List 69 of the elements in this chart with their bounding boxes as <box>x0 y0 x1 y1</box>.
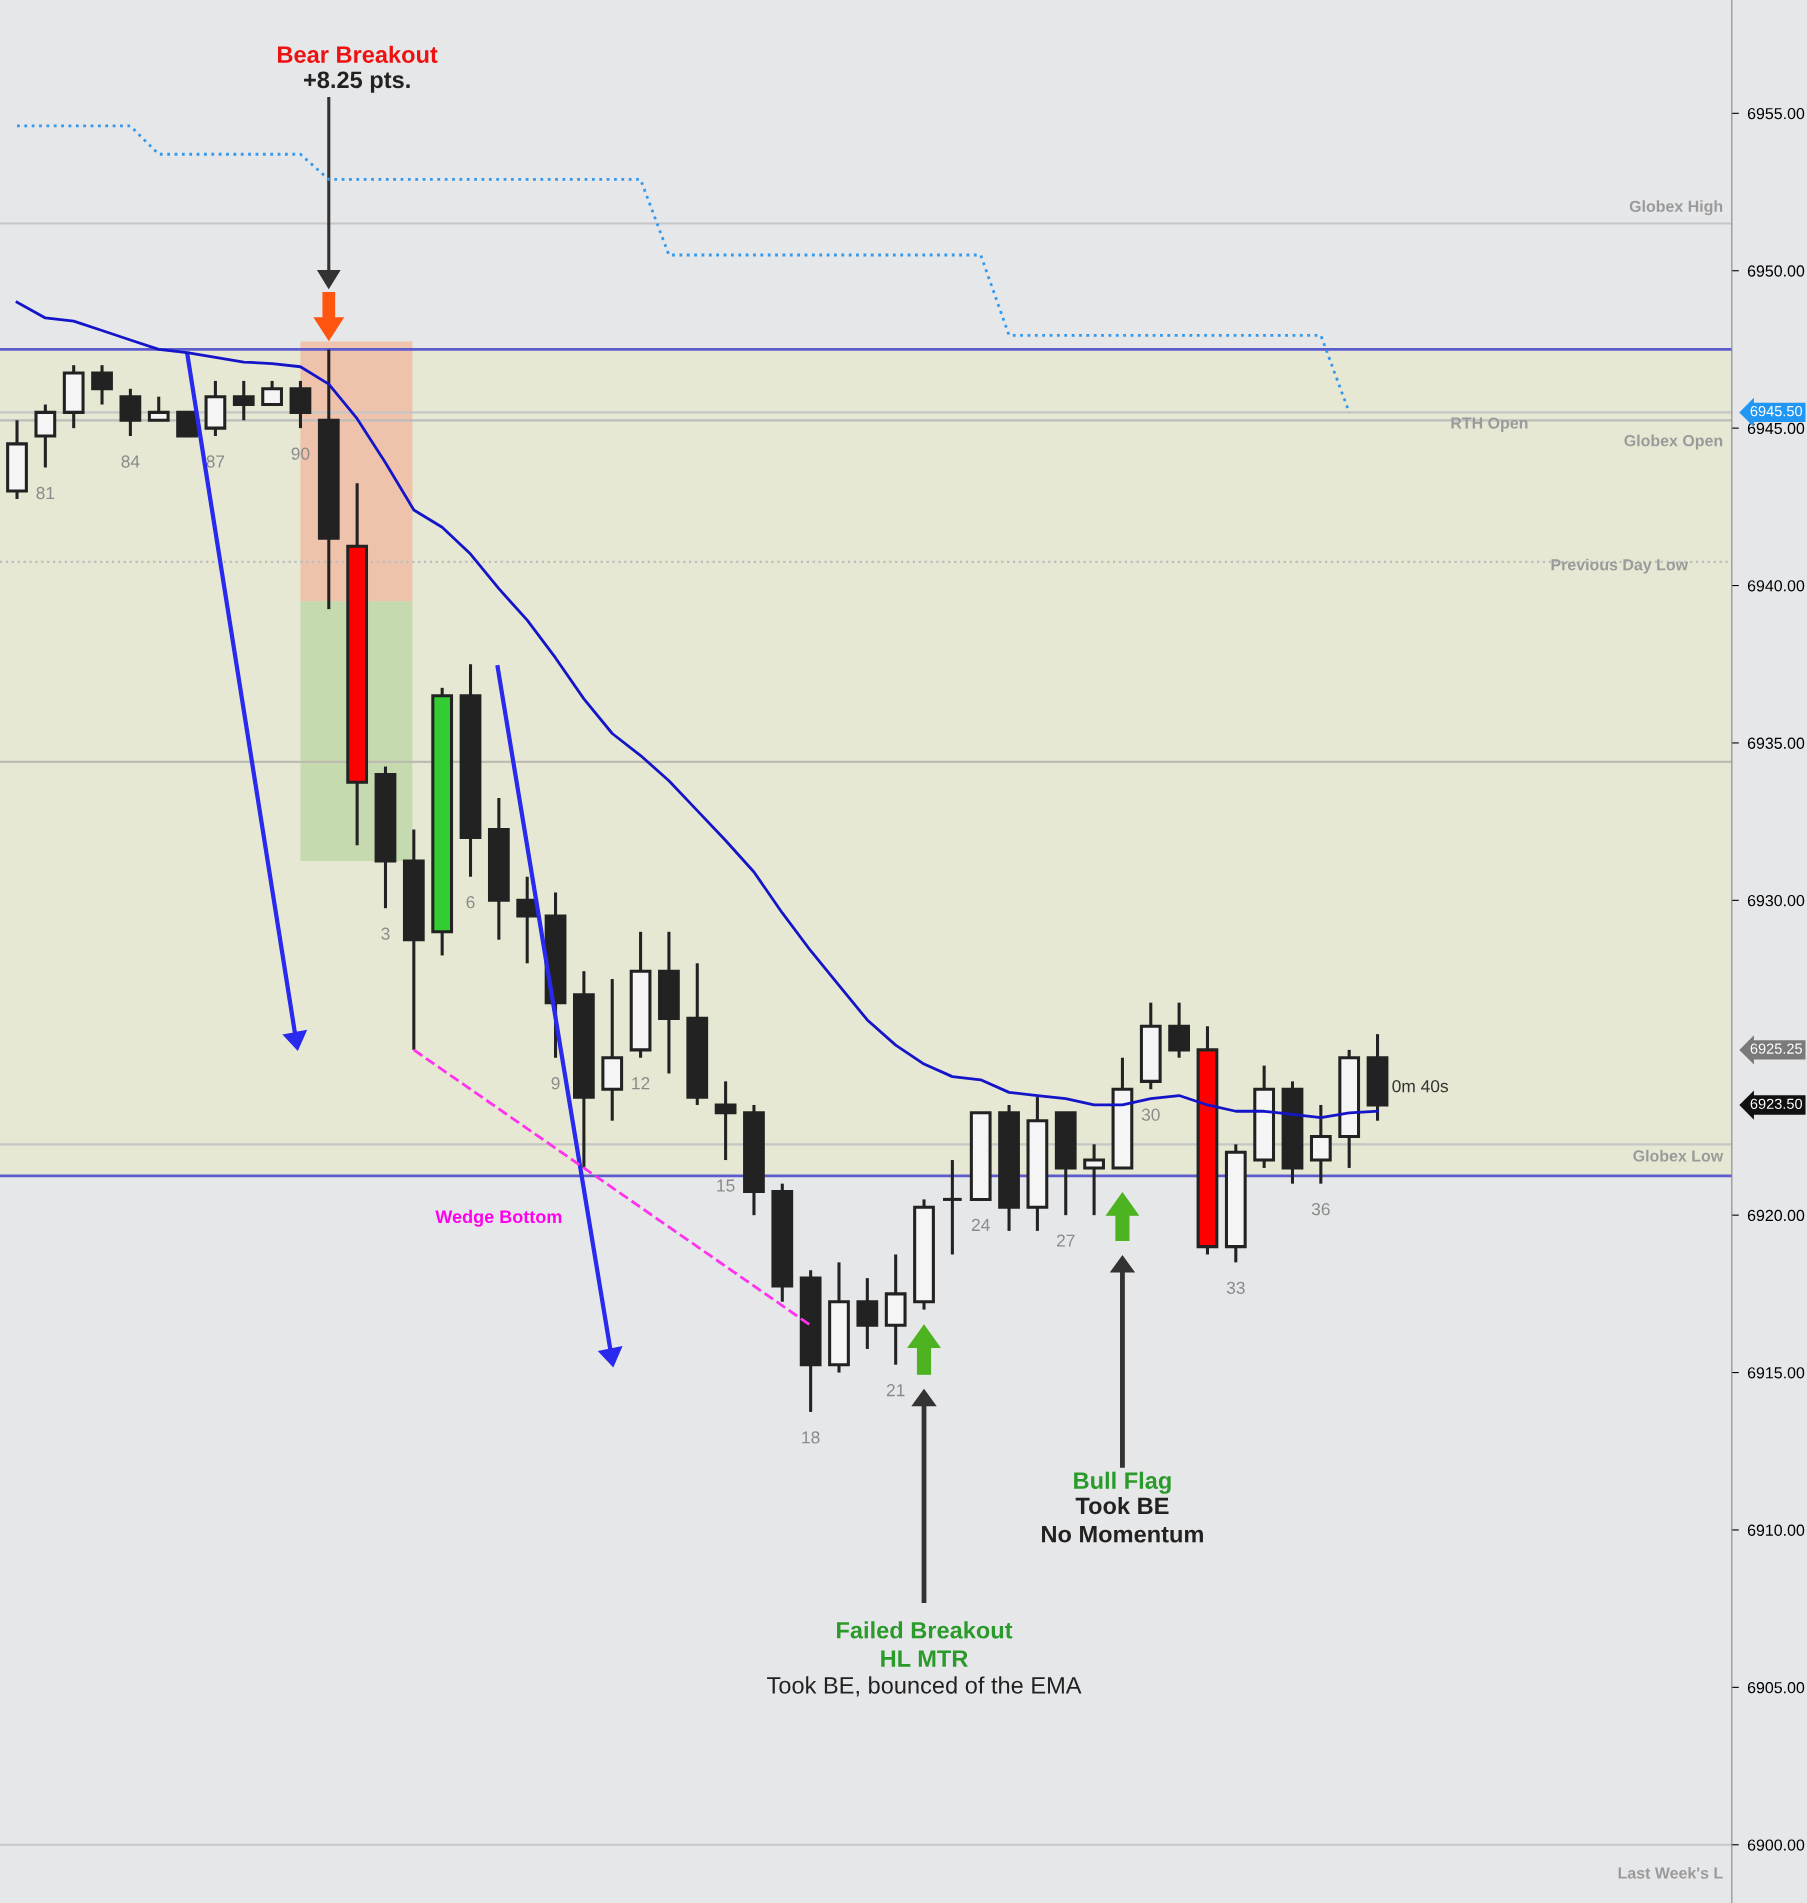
ref-line-label: Globex Low <box>1633 1149 1724 1162</box>
text: 36 <box>1311 1203 1330 1216</box>
annotation: Bear Breakout <box>278 45 438 63</box>
text: 90 <box>291 447 310 460</box>
candlestick <box>402 829 425 1050</box>
text: 9 <box>551 1077 560 1090</box>
text: 15 <box>717 1179 735 1192</box>
annotation: HL MTR <box>881 1650 968 1667</box>
candlestick <box>714 1081 737 1162</box>
candlestick <box>601 979 624 1121</box>
candlestick <box>856 1278 879 1349</box>
candlestick <box>1083 1144 1105 1217</box>
candlestick <box>828 1262 850 1373</box>
candlestick <box>1111 1057 1134 1170</box>
y-tick-label: 6930.00 <box>1747 894 1805 907</box>
candlestick <box>969 1111 992 1201</box>
text: 6925.25 <box>1750 1043 1802 1054</box>
y-tick-label: 6950.00 <box>1747 265 1805 277</box>
y-tick-label: 6905.00 <box>1747 1681 1805 1694</box>
y-tick-label: 6955.00 <box>1747 107 1805 120</box>
y-tick-label: 6915.00 <box>1747 1367 1805 1379</box>
ref-line-label: Globex Open <box>1624 434 1723 450</box>
y-tick-label: 6940.00 <box>1747 580 1805 592</box>
candlestick <box>516 876 539 964</box>
text: 30 <box>1141 1108 1160 1121</box>
candlestick <box>913 1199 935 1310</box>
candlestick <box>459 664 482 877</box>
candlestick <box>487 798 510 940</box>
y-tick-label: 6910.00 <box>1747 1524 1805 1536</box>
annotation: Failed Breakout <box>837 1621 1013 1639</box>
annotation: Bull Flag <box>1074 1471 1171 1494</box>
candlestick <box>317 349 340 611</box>
text: 6945.50 <box>1750 405 1803 417</box>
ref-line-label: RTH Open <box>1451 417 1528 432</box>
annotation: Wedge Bottom <box>435 1209 562 1227</box>
candlestick <box>1026 1097 1049 1231</box>
y-tick-label: 6935.00 <box>1747 737 1805 749</box>
annotation: Took BE <box>1075 1496 1169 1515</box>
text: 24 <box>971 1218 990 1231</box>
y-tick-label: 6945.00 <box>1747 422 1805 435</box>
text: 6 <box>466 896 475 909</box>
text: 84 <box>121 455 140 468</box>
candlestick <box>573 971 595 1168</box>
candlestick <box>658 930 680 1074</box>
text: 27 <box>1056 1234 1075 1247</box>
candlestick <box>884 1254 907 1365</box>
ref-line-label: Last Week's L <box>1618 1866 1723 1879</box>
text: 0m 40s <box>1392 1080 1448 1093</box>
text: 3 <box>381 927 390 940</box>
ref-line-label: Globex High <box>1629 200 1723 216</box>
annotation: Took BE, bounced of the EMA <box>767 1676 1082 1697</box>
candlestick <box>6 420 28 499</box>
text: 21 <box>886 1384 905 1397</box>
annotation: +8.25 pts. <box>303 71 410 93</box>
candlestick <box>1309 1103 1332 1184</box>
candlestick <box>176 410 198 438</box>
line-series <box>15 300 1379 1119</box>
ref-line-label: Previous Day Low <box>1551 558 1689 574</box>
y-tick-label: 6920.00 <box>1747 1209 1805 1222</box>
text: 87 <box>206 455 225 468</box>
candlestick <box>1054 1111 1077 1217</box>
text: 81 <box>36 486 55 500</box>
text: 6923.50 <box>1750 1098 1803 1109</box>
annotation: No Momentum <box>1042 1526 1203 1543</box>
text: 33 <box>1226 1281 1245 1295</box>
candlestick <box>346 483 369 846</box>
y-tick-label: 6900.00 <box>1747 1839 1805 1851</box>
text: 12 <box>632 1077 650 1090</box>
text: 18 <box>802 1431 820 1444</box>
